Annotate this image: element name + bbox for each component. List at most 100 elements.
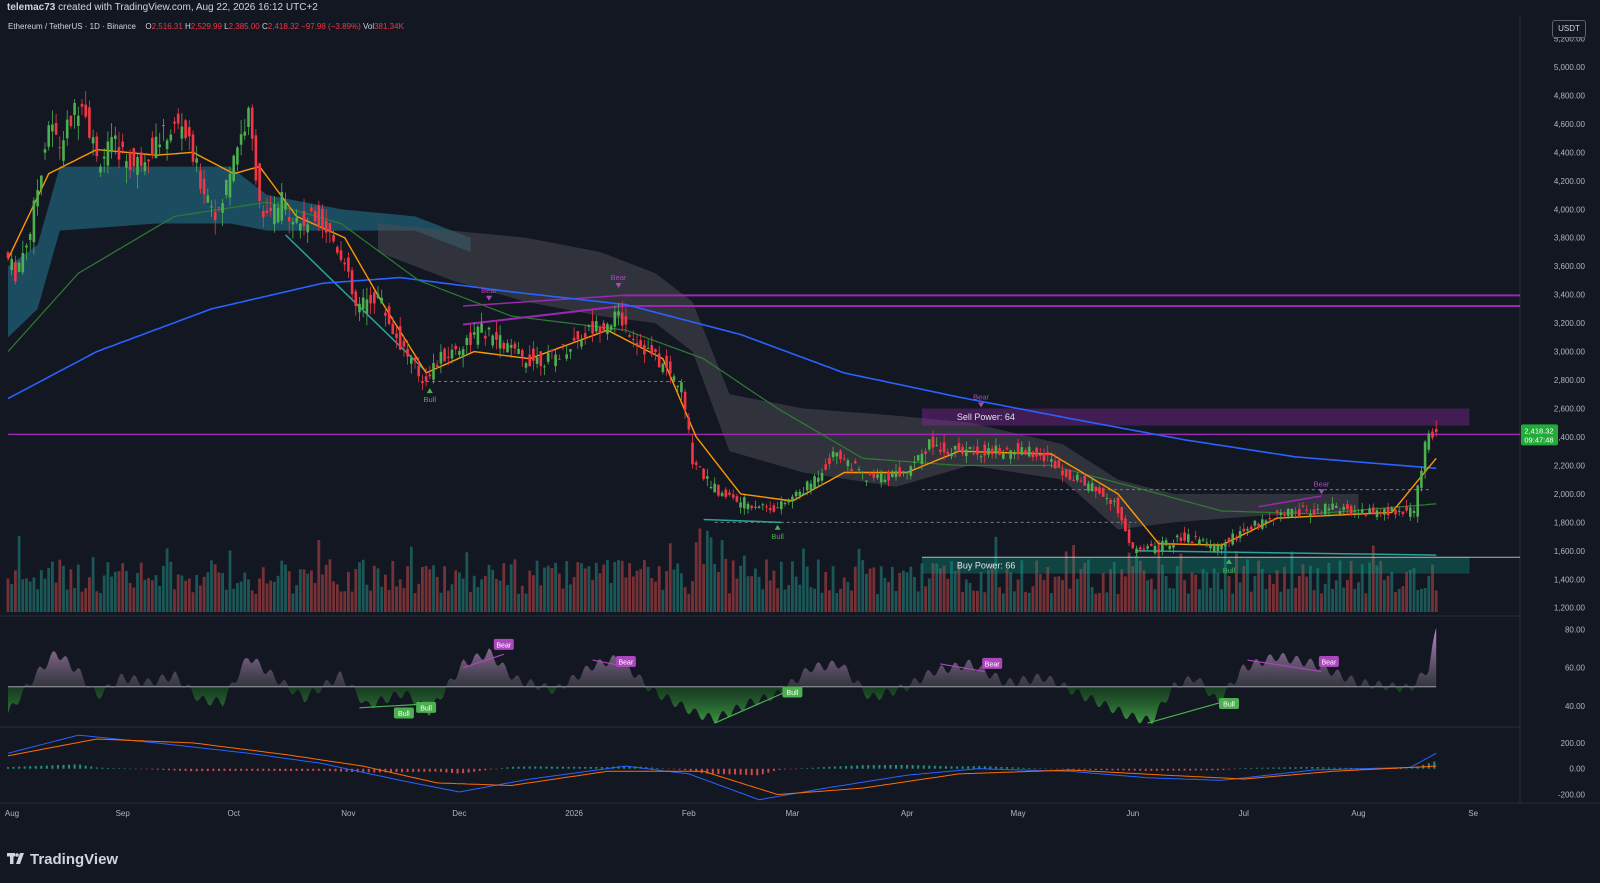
candle[interactable] xyxy=(306,217,309,243)
candle[interactable] xyxy=(1268,512,1271,523)
candle[interactable] xyxy=(591,310,594,343)
candle[interactable] xyxy=(661,362,665,375)
candle[interactable] xyxy=(1383,508,1386,521)
candle[interactable] xyxy=(1127,523,1131,547)
candle[interactable] xyxy=(384,307,387,327)
candle[interactable] xyxy=(114,126,117,155)
candle[interactable] xyxy=(221,198,224,227)
candle[interactable] xyxy=(228,166,232,206)
candle[interactable] xyxy=(887,469,890,487)
candle[interactable] xyxy=(43,142,47,161)
candle[interactable] xyxy=(1168,542,1172,553)
candle[interactable] xyxy=(739,496,742,514)
candle[interactable] xyxy=(1409,502,1412,521)
candle[interactable] xyxy=(1227,536,1231,548)
candle[interactable] xyxy=(365,287,369,326)
candle[interactable] xyxy=(77,106,80,140)
candle[interactable] xyxy=(139,147,143,173)
candle[interactable] xyxy=(535,346,539,369)
candle[interactable] xyxy=(1368,504,1371,515)
candle[interactable] xyxy=(225,179,228,199)
candle[interactable] xyxy=(1072,475,1075,482)
candle[interactable] xyxy=(1290,508,1294,518)
candle[interactable] xyxy=(979,453,983,463)
candle[interactable] xyxy=(480,312,483,333)
candle[interactable] xyxy=(728,489,731,497)
candle[interactable] xyxy=(598,325,602,343)
candle[interactable] xyxy=(210,200,213,217)
candle[interactable] xyxy=(191,130,195,166)
candle[interactable] xyxy=(1364,512,1368,518)
candle[interactable] xyxy=(1009,449,1012,464)
candle[interactable] xyxy=(117,131,121,169)
candle[interactable] xyxy=(184,118,187,141)
candle[interactable] xyxy=(262,204,265,228)
candle[interactable] xyxy=(1135,545,1138,558)
candle[interactable] xyxy=(102,148,106,173)
candle[interactable] xyxy=(232,154,235,184)
candle[interactable] xyxy=(757,505,761,509)
candle[interactable] xyxy=(25,243,28,261)
candle[interactable] xyxy=(1316,504,1320,515)
candle[interactable] xyxy=(1150,540,1153,547)
candle[interactable] xyxy=(898,461,901,478)
candle[interactable] xyxy=(820,468,824,486)
candle[interactable] xyxy=(369,287,372,315)
candle[interactable] xyxy=(169,129,173,144)
candle[interactable] xyxy=(188,119,191,151)
candle[interactable] xyxy=(1090,476,1094,493)
candle[interactable] xyxy=(1138,545,1142,553)
candle[interactable] xyxy=(680,379,683,400)
candle[interactable] xyxy=(746,501,750,514)
price-axis[interactable]: 5,200.005,000.004,800.004,600.004,400.00… xyxy=(1521,35,1586,613)
candle[interactable] xyxy=(1275,509,1279,517)
candle[interactable] xyxy=(1301,501,1305,508)
candle[interactable] xyxy=(1423,440,1427,479)
candle[interactable] xyxy=(165,138,169,161)
candle[interactable] xyxy=(199,163,202,194)
candle[interactable] xyxy=(217,206,221,212)
candle[interactable] xyxy=(632,330,635,348)
candle[interactable] xyxy=(1372,503,1375,515)
candle[interactable] xyxy=(106,131,110,174)
candle[interactable] xyxy=(1246,526,1249,536)
candle[interactable] xyxy=(287,206,291,234)
candle[interactable] xyxy=(1357,509,1360,519)
candle[interactable] xyxy=(58,136,62,160)
candle[interactable] xyxy=(472,322,476,339)
candle[interactable] xyxy=(17,260,21,273)
candle[interactable] xyxy=(258,162,261,209)
candle[interactable] xyxy=(1379,508,1382,518)
candle[interactable] xyxy=(1405,499,1408,513)
candle[interactable] xyxy=(1375,507,1379,521)
candle[interactable] xyxy=(250,104,254,151)
candle[interactable] xyxy=(868,471,872,476)
candle[interactable] xyxy=(413,355,417,369)
candle[interactable] xyxy=(998,444,1001,456)
candle[interactable] xyxy=(532,341,535,371)
candle[interactable] xyxy=(724,487,728,500)
candle[interactable] xyxy=(328,222,332,244)
candle[interactable] xyxy=(1179,532,1183,545)
candle[interactable] xyxy=(946,448,950,456)
candle[interactable] xyxy=(543,364,546,376)
candle[interactable] xyxy=(672,373,676,382)
candle[interactable] xyxy=(354,288,358,316)
candle[interactable] xyxy=(398,316,402,351)
candle[interactable] xyxy=(909,464,913,480)
candle[interactable] xyxy=(502,340,506,354)
candle[interactable] xyxy=(299,223,302,239)
candle[interactable] xyxy=(1079,477,1083,483)
candle[interactable] xyxy=(794,489,798,501)
candle[interactable] xyxy=(891,469,894,478)
time-axis[interactable]: Aug Sep Oct Nov Dec 2026 Feb Mar Apr May Jun Jul Aug… xyxy=(5,809,1479,818)
candle[interactable] xyxy=(676,385,679,393)
candle[interactable] xyxy=(787,498,790,506)
candle[interactable] xyxy=(273,196,276,233)
candle[interactable] xyxy=(54,114,58,136)
candle[interactable] xyxy=(458,346,461,358)
candle[interactable] xyxy=(965,441,968,463)
candle[interactable] xyxy=(831,446,835,461)
candle[interactable] xyxy=(1283,511,1286,519)
